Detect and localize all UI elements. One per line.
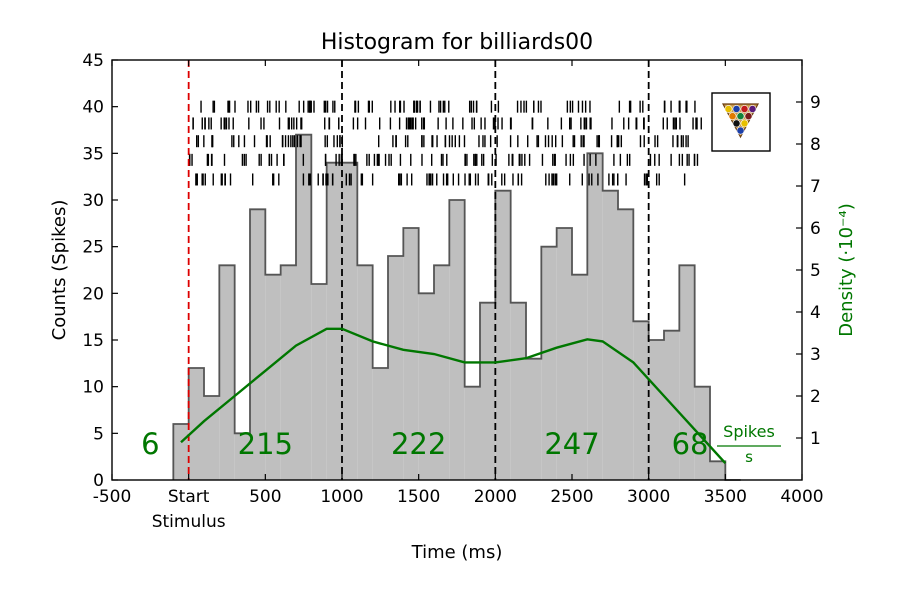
- histogram-bar: [464, 386, 480, 480]
- y2-tick-label: 6: [810, 219, 821, 239]
- x-tick-label: 3500: [704, 487, 747, 507]
- histogram-bar: [188, 368, 204, 480]
- histogram-bar: [372, 368, 388, 480]
- histogram-bar: [388, 256, 404, 480]
- histogram-bar: [173, 424, 189, 480]
- billiard-ball: [736, 112, 745, 121]
- histogram-bar: [710, 461, 726, 480]
- histogram-bar: [449, 200, 465, 480]
- histogram-bar: [480, 302, 496, 480]
- histogram-bar: [495, 190, 511, 480]
- y2-axis-label: Density (·10⁻⁴): [836, 203, 857, 337]
- x-tick-label: -500: [93, 487, 132, 507]
- x-tick-label: 2000: [474, 487, 517, 507]
- y-tick-label: 20: [82, 284, 104, 304]
- histogram-bar: [234, 433, 250, 480]
- y-tick-label: 10: [82, 378, 104, 398]
- segment-count-label: 215: [238, 427, 293, 461]
- histogram-bar: [342, 162, 358, 480]
- histogram-outline: [172, 133, 741, 481]
- segment-count-label: 68: [672, 427, 709, 461]
- y-tick-label: 0: [93, 471, 104, 491]
- histogram-bar: [219, 265, 235, 480]
- density-unit-bottom: s: [745, 448, 753, 466]
- billiard-ball: [724, 105, 733, 113]
- histogram-bar: [541, 246, 557, 480]
- histogram-bar: [510, 302, 526, 480]
- y-tick-label: 25: [82, 238, 104, 258]
- y2-tick-label: 1: [810, 429, 821, 449]
- y-tick-label: 40: [82, 98, 104, 118]
- y-tick-label: 30: [82, 191, 104, 211]
- billiard-ball: [740, 119, 749, 128]
- histogram-bar: [556, 228, 572, 480]
- y-axis-label: Counts (Spikes): [49, 200, 70, 341]
- y2-tick-label: 8: [810, 135, 821, 155]
- histogram-bar: [694, 386, 710, 480]
- billiard-ball: [744, 112, 753, 121]
- x-axis-label: Time (ms): [411, 542, 503, 563]
- histogram-bar: [633, 321, 649, 480]
- histogram-bar: [526, 358, 542, 480]
- x-tick-label: 3000: [627, 487, 670, 507]
- y-tick-label: 35: [82, 144, 104, 164]
- y-tick-label: 15: [82, 331, 104, 351]
- y2-tick-label: 3: [810, 345, 821, 365]
- histogram-bar: [265, 274, 281, 480]
- histogram-bar: [250, 209, 266, 481]
- stimulus-label: Stimulus: [152, 512, 226, 532]
- histogram-bar: [357, 265, 373, 480]
- rack-triangle: [722, 103, 759, 139]
- billiard-ball: [732, 105, 741, 113]
- y2-tick-label: 7: [810, 177, 821, 197]
- y2-tick-label: 5: [810, 261, 821, 281]
- segment-count-label: 222: [391, 427, 446, 461]
- histogram-bar: [418, 293, 434, 480]
- histogram-bar: [403, 228, 419, 480]
- x-tick-label: 1500: [397, 487, 440, 507]
- y-tick-label: 45: [82, 51, 104, 71]
- x-tick-label: 4000: [780, 487, 823, 507]
- histogram-bar: [434, 265, 450, 480]
- billiard-ball: [736, 126, 745, 135]
- histogram-bar: [311, 284, 327, 480]
- histogram-bar: [648, 340, 664, 480]
- y2-tick-label: 2: [810, 387, 821, 407]
- density-line: [180, 327, 727, 465]
- x-tick-label: 2500: [550, 487, 593, 507]
- chart-title: Histogram for billiards00: [321, 30, 593, 55]
- histogram-bar: [602, 190, 618, 480]
- histogram-bar: [618, 209, 634, 481]
- billiard-balls-rack-icon: [722, 103, 759, 139]
- density-unit-top: Spikes: [723, 422, 775, 441]
- histogram-bar: [587, 153, 603, 481]
- x-tick-label: Start: [168, 487, 210, 507]
- billiard-ball: [728, 112, 737, 121]
- y2-tick-label: 9: [810, 93, 821, 113]
- segment-count-label: 6: [141, 427, 159, 461]
- y2-tick-label: 4: [810, 303, 821, 323]
- segment-count-label: 247: [544, 427, 599, 461]
- billiard-ball: [732, 119, 741, 128]
- histogram-bar: [280, 265, 296, 480]
- histogram-bar: [204, 396, 220, 480]
- histogram-bar: [572, 274, 588, 480]
- histogram-bar: [296, 134, 312, 480]
- y-tick-label: 5: [93, 424, 104, 444]
- x-tick-label: 1000: [320, 487, 363, 507]
- x-tick-label: 500: [249, 487, 281, 507]
- billiard-ball: [748, 105, 757, 113]
- histogram-bar: [326, 162, 342, 480]
- billiard-ball: [740, 105, 749, 113]
